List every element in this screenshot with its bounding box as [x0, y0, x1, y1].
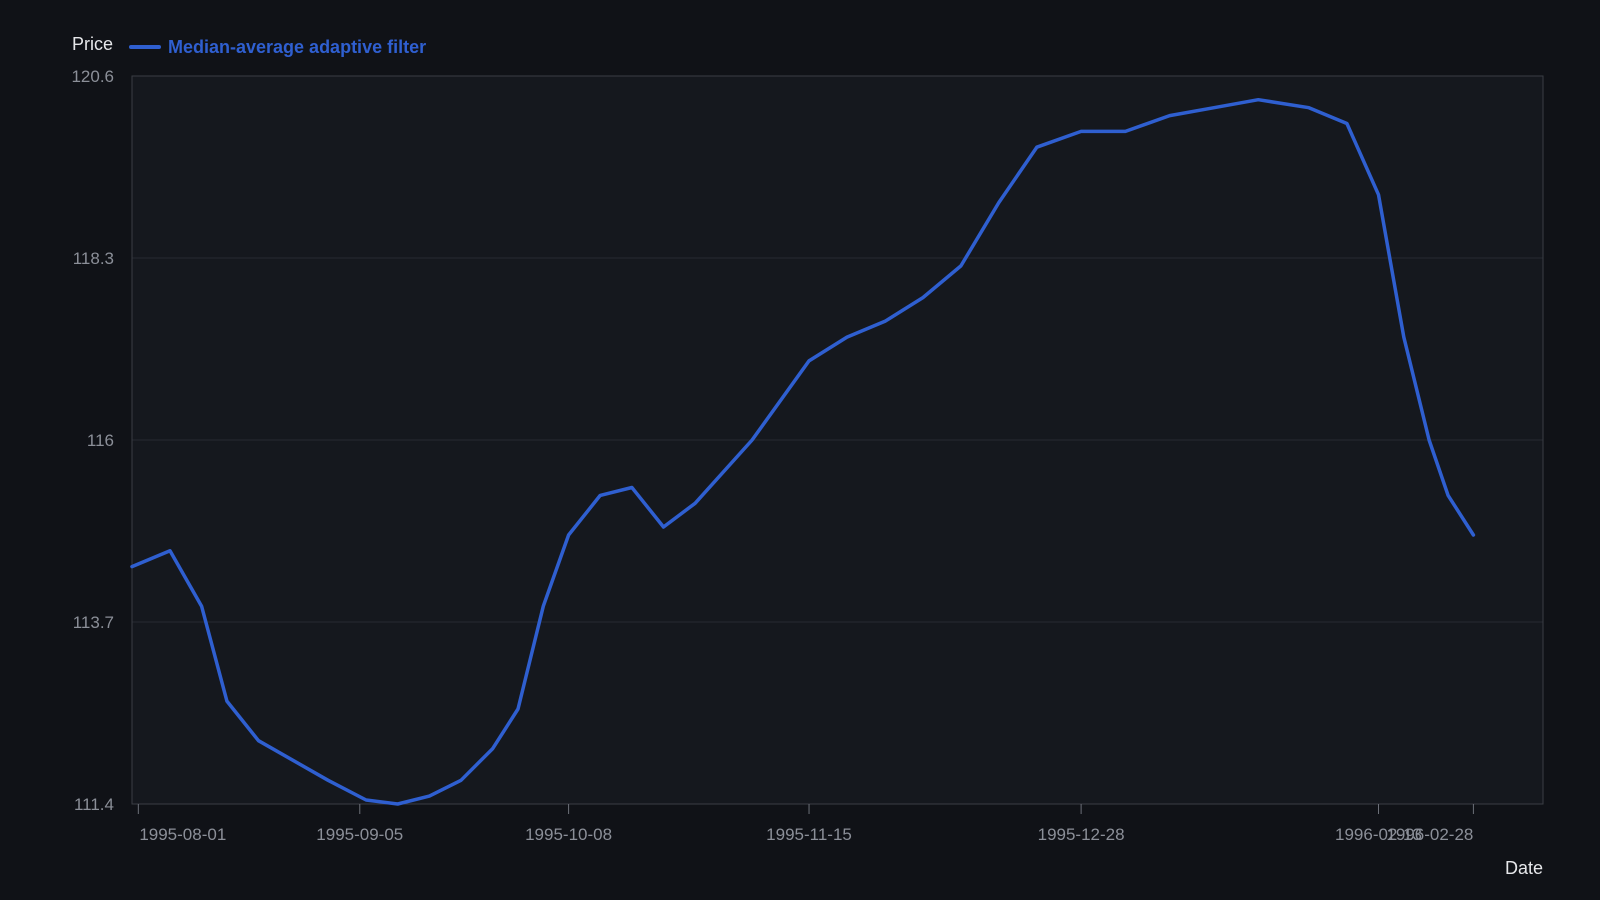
- x-tick-label: 1995-09-05: [316, 825, 403, 844]
- x-tick-label: 1995-08-01: [139, 825, 226, 844]
- series-layer: [130, 97, 1476, 806]
- axes: [131, 75, 1544, 814]
- y-tick-label: 116: [87, 431, 114, 450]
- y-tick-label: 120.6: [71, 67, 114, 86]
- x-axis-title: Date: [1505, 858, 1543, 878]
- x-tick-label: 1996-02-13: [1335, 825, 1422, 844]
- x-tick-label: 1995-11-15: [766, 825, 852, 844]
- series-line: [130, 97, 1476, 806]
- y-axis-title: Price: [72, 34, 113, 54]
- labels: 111.4 113.7 116 118.3 120.6 1995-08-01 1995-09…: [71, 34, 1543, 878]
- x-tick-label: 1995-12-28: [1038, 825, 1125, 844]
- y-tick-label: 111.4: [74, 795, 114, 814]
- legend-label: Median-average adaptive filter: [168, 37, 426, 57]
- y-tick-label: 118.3: [73, 249, 114, 268]
- y-tick-label: 113.7: [73, 613, 114, 632]
- x-tick-label: 1995-10-08: [525, 825, 612, 844]
- x-tick-label: 1996-02-28: [1386, 825, 1473, 844]
